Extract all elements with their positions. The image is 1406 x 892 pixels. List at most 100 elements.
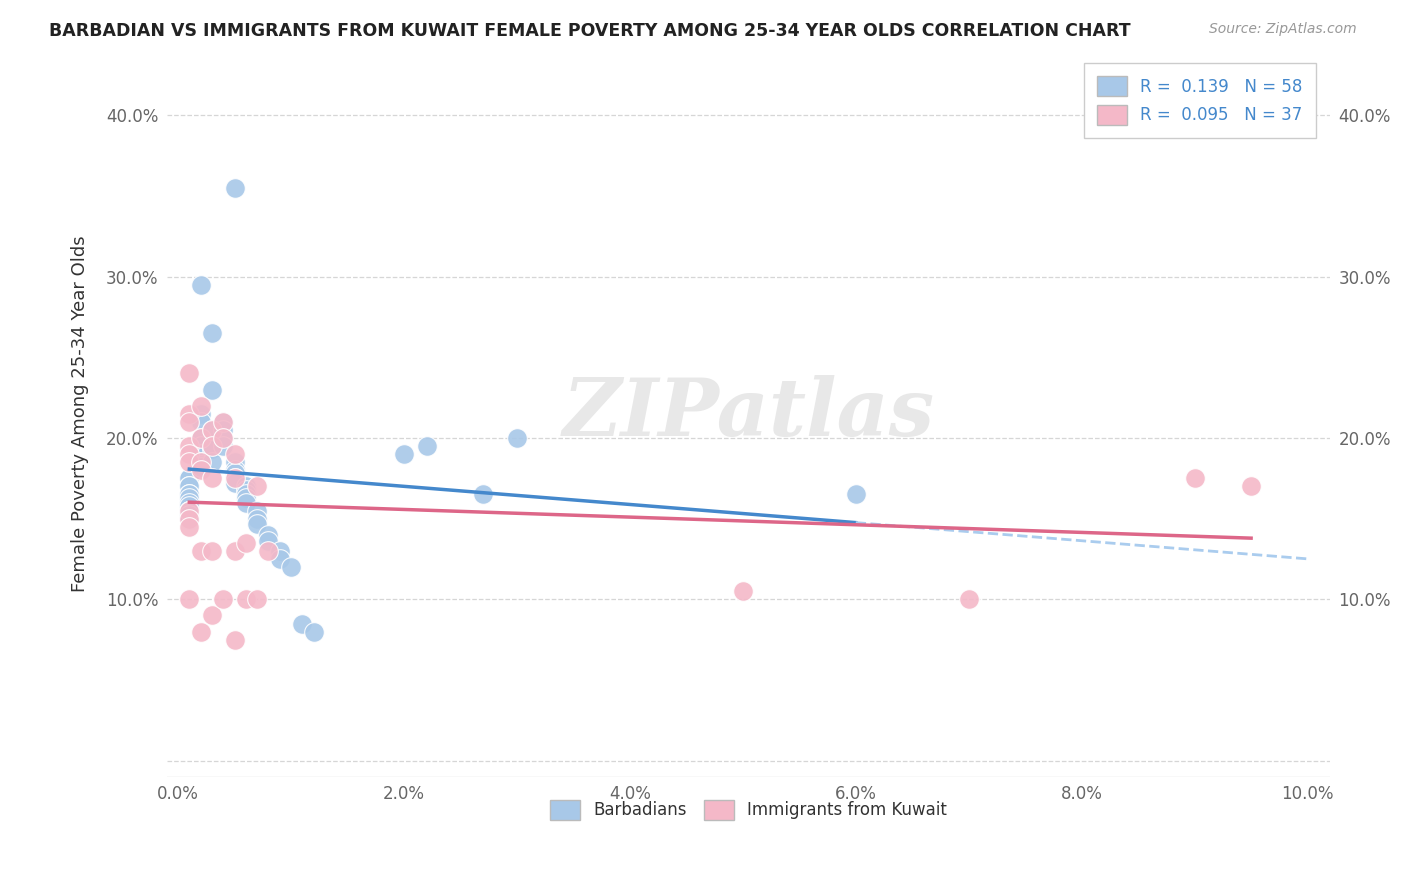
Point [201,442,224,457]
Point [190,463,212,477]
Point [179,491,201,505]
Point [190,544,212,558]
Point [224,544,246,558]
Point [201,471,224,485]
Point [224,471,246,485]
Point [201,383,224,397]
Point [224,455,246,469]
Point [190,460,212,475]
Legend: Barbadians, Immigrants from Kuwait: Barbadians, Immigrants from Kuwait [544,793,953,827]
Point [179,407,201,421]
Point [472,487,495,501]
Point [201,439,224,453]
Point [212,431,235,445]
Point [212,423,235,437]
Point [280,560,302,574]
Point [190,458,212,473]
Point [235,479,257,493]
Point [179,503,201,517]
Point [179,487,201,501]
Point [190,624,212,639]
Point [179,455,201,469]
Point [201,608,224,623]
Point [179,511,201,525]
Point [190,399,212,413]
Point [246,503,269,517]
Point [1240,479,1263,493]
Point [302,624,325,639]
Point [224,476,246,491]
Point [224,471,246,485]
Point [190,407,212,421]
Point [224,632,246,647]
Point [201,544,224,558]
Point [291,616,314,631]
Point [179,471,201,485]
Point [246,592,269,607]
Point [224,463,246,477]
Point [190,415,212,429]
Point [269,552,291,566]
Point [212,415,235,429]
Point [212,592,235,607]
Point [235,592,257,607]
Point [415,439,437,453]
Point [957,592,980,607]
Point [1184,471,1206,485]
Point [179,592,201,607]
Point [212,431,235,445]
Point [506,431,529,445]
Point [246,479,269,493]
Point [190,455,212,469]
Point [235,495,257,509]
Point [235,536,257,550]
Point [179,479,201,493]
Y-axis label: Female Poverty Among 25-34 Year Olds: Female Poverty Among 25-34 Year Olds [72,235,89,592]
Point [201,326,224,340]
Point [179,487,201,501]
Point [201,455,224,469]
Point [190,431,212,445]
Text: Source: ZipAtlas.com: Source: ZipAtlas.com [1209,22,1357,37]
Point [179,415,201,429]
Point [179,447,201,461]
Point [212,439,235,453]
Point [224,181,246,195]
Point [235,483,257,497]
Point [190,431,212,445]
Point [269,544,291,558]
Point [179,503,201,517]
Point [257,544,280,558]
Point [235,487,257,501]
Point [235,491,257,505]
Point [190,277,212,292]
Point [246,516,269,531]
Point [246,511,269,525]
Point [179,499,201,513]
Point [224,467,246,481]
Point [257,534,280,549]
Point [179,439,201,453]
Point [201,423,224,437]
Point [212,415,235,429]
Point [201,439,224,453]
Text: BARBADIAN VS IMMIGRANTS FROM KUWAIT FEMALE POVERTY AMONG 25-34 YEAR OLDS CORRELA: BARBADIAN VS IMMIGRANTS FROM KUWAIT FEMA… [49,22,1130,40]
Point [731,584,754,599]
Point [179,495,201,509]
Point [190,447,212,461]
Point [224,447,246,461]
Text: ZIPatlas: ZIPatlas [562,375,935,452]
Point [179,508,201,523]
Point [845,487,868,501]
Point [179,479,201,493]
Point [190,455,212,469]
Point [190,439,212,453]
Point [179,367,201,381]
Point [179,503,201,517]
Point [179,520,201,534]
Point [392,447,415,461]
Point [201,423,224,437]
Point [179,511,201,525]
Point [257,528,280,542]
Point [179,471,201,485]
